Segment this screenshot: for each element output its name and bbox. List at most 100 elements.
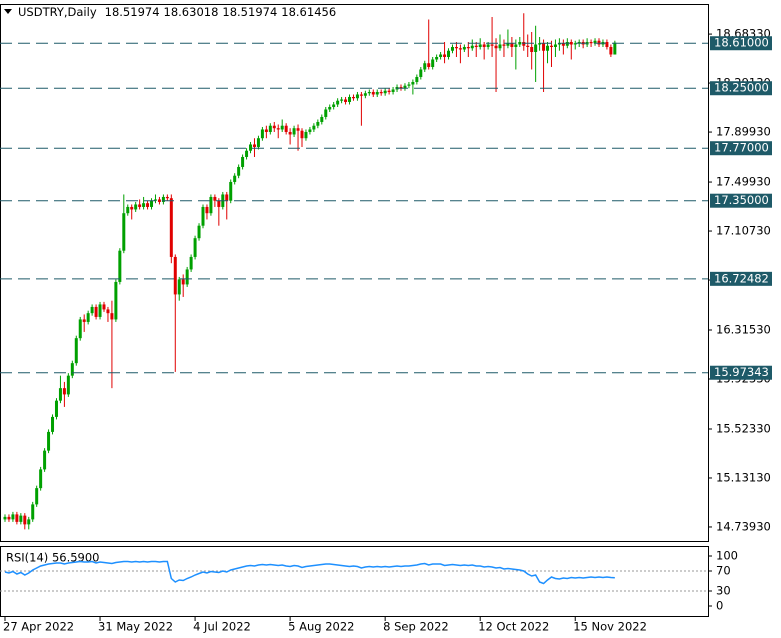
candle-body — [181, 279, 185, 285]
candle-body — [419, 69, 423, 77]
candle-body — [51, 416, 55, 432]
x-tick-label: 15 Nov 2022 — [573, 620, 647, 634]
candle-body — [530, 46, 534, 52]
candle-body — [538, 43, 542, 45]
candle-body — [557, 43, 561, 45]
candle-body — [241, 156, 245, 167]
candle-body — [205, 206, 209, 214]
candle-body — [577, 41, 581, 44]
level-label: 18.61000 — [714, 36, 769, 50]
candle-body — [193, 238, 197, 257]
candle-body — [15, 514, 19, 522]
y-tick-label: 14.73930 — [716, 519, 771, 533]
level-label-box — [710, 365, 772, 380]
candle-body — [296, 128, 300, 131]
candle-body — [256, 138, 260, 147]
candle-body — [490, 44, 494, 46]
candle-body — [74, 338, 78, 364]
candle-body — [288, 131, 292, 135]
candle-body — [542, 43, 546, 51]
candle-body — [514, 44, 518, 47]
y-tick-label: 17.89930 — [716, 125, 771, 139]
candle-body — [169, 198, 173, 257]
candle-body — [122, 213, 126, 251]
candle-body — [403, 85, 407, 89]
menu-arrow[interactable] — [4, 9, 12, 14]
candle-body — [462, 46, 466, 50]
candle-body — [474, 45, 478, 47]
y-tick-label: 17.10730 — [716, 224, 771, 238]
symbol: USDTRY,Daily — [18, 5, 97, 19]
candle-body — [518, 41, 522, 45]
candle-body — [252, 144, 256, 147]
candle-body — [482, 44, 486, 47]
candle-body — [3, 516, 7, 520]
candle-body — [486, 44, 490, 47]
candle-body — [569, 41, 573, 45]
candle-body — [185, 269, 189, 285]
y-tick-label: 16.31530 — [716, 323, 771, 337]
candle-body — [94, 306, 98, 317]
candle-body — [355, 94, 359, 99]
candle-body — [237, 166, 241, 176]
candle-body — [367, 91, 371, 94]
candle-body — [31, 504, 35, 520]
candle-body — [197, 225, 201, 239]
candle-body — [35, 488, 39, 505]
candle-body — [165, 196, 169, 199]
level-label: 16.72482 — [714, 271, 769, 285]
candle-body — [276, 128, 280, 130]
candle-body — [609, 46, 613, 55]
candle-body — [66, 375, 70, 395]
x-tick-label: 31 May 2022 — [98, 620, 173, 634]
candle-body — [466, 46, 470, 49]
y-tick-label: 15.52330 — [716, 421, 771, 435]
level-label-box — [710, 36, 772, 51]
candle-body — [549, 45, 553, 47]
candle-body — [134, 204, 138, 210]
y-tick-label: 15.13130 — [716, 470, 771, 484]
candle-body — [280, 125, 284, 130]
candle-body — [189, 256, 193, 270]
y-tick-label: 0 — [716, 599, 723, 613]
candle-body — [431, 59, 435, 67]
candle-body — [23, 515, 27, 525]
candle-body — [363, 93, 367, 96]
candle-body — [264, 129, 268, 132]
candle-body — [526, 45, 530, 47]
candle-body — [272, 125, 276, 129]
rsi-title: RSI(14) 56.5900 — [6, 551, 100, 565]
candle-body — [407, 84, 411, 86]
x-tick-label: 4 Jul 2022 — [193, 620, 251, 634]
candle-body — [308, 129, 312, 132]
candle-body — [138, 204, 142, 207]
x-tick-label: 12 Oct 2022 — [478, 620, 549, 634]
candle-body — [146, 203, 150, 207]
candle-body — [411, 81, 415, 85]
candle-body — [284, 125, 288, 132]
candle-body — [19, 515, 23, 522]
candle-body — [260, 129, 264, 139]
candle-body — [553, 44, 557, 47]
candle-body — [344, 99, 348, 102]
candle-body — [348, 96, 352, 102]
rsi-frame — [0, 546, 709, 617]
candle-body — [450, 46, 454, 51]
candle-body — [534, 44, 538, 52]
candle-body — [110, 313, 114, 320]
candle-body — [423, 63, 427, 70]
candle-body — [225, 194, 229, 201]
candle-body — [478, 44, 482, 47]
candle-body — [98, 304, 102, 317]
candle-body — [114, 281, 118, 320]
candle-body — [217, 200, 221, 207]
candle-body — [593, 40, 597, 44]
candle-body — [415, 76, 419, 82]
candle-body — [470, 45, 474, 49]
candle-body — [304, 131, 308, 139]
price-frame — [0, 4, 709, 542]
candle-body — [494, 45, 498, 49]
candle-body — [565, 41, 569, 46]
candle-body — [340, 99, 344, 101]
candle-body — [126, 206, 130, 214]
